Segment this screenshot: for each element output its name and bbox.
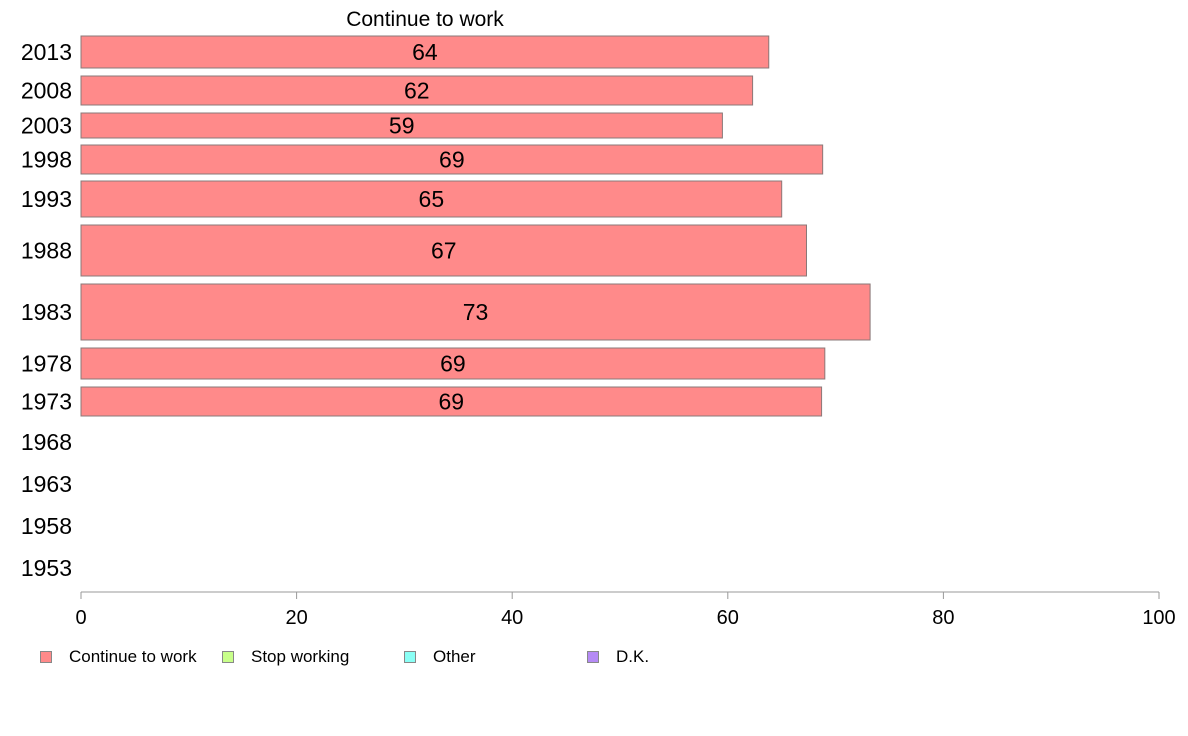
bar-1983	[80, 283, 871, 341]
bar-value-label-2008: 62	[404, 78, 430, 104]
legend-label-dk: D.K.	[616, 647, 650, 666]
bar-value-label-1993: 65	[419, 186, 445, 212]
bar-value-label-1988: 67	[431, 238, 457, 264]
bar-value-label-2003: 59	[389, 113, 415, 139]
y-tick-label-1983: 1983	[21, 299, 72, 325]
bar-1998	[80, 144, 824, 175]
bar-2008	[80, 75, 754, 106]
bar-value-label-2013: 64	[412, 39, 438, 65]
legend-item-continue-to-work: Continue to work	[40, 646, 197, 668]
legend-item-other: Other	[404, 646, 476, 668]
y-axis-labels: 2013 2008 2003 1998 1993 1988 1983 1978 1973 1968…	[21, 39, 72, 581]
legend-swatch-continue-to-work	[40, 651, 52, 663]
legend-swatch-stop-working	[222, 651, 234, 663]
x-tick-label-80: 80	[932, 607, 954, 629]
y-tick-label-1968: 1968	[21, 429, 72, 455]
y-tick-label-1963: 1963	[21, 471, 72, 497]
y-tick-label-1953: 1953	[21, 555, 72, 581]
y-tick-label-1958: 1958	[21, 513, 72, 539]
bars-layer: 64 62 59 69 65 67 73 69 69	[80, 35, 871, 417]
bar-2003	[80, 112, 723, 139]
bar-1988	[80, 224, 807, 277]
chart-title: Continue to work	[346, 8, 504, 31]
legend-label-continue-to-work: Continue to work	[69, 647, 197, 666]
y-tick-label-2013: 2013	[21, 39, 72, 65]
legend-swatch-dk	[587, 651, 599, 663]
x-tick-label-20: 20	[285, 607, 307, 629]
x-tick-label-100: 100	[1142, 607, 1175, 629]
bar-value-label-1978: 69	[440, 351, 466, 377]
y-tick-label-1998: 1998	[21, 147, 72, 173]
x-axis: 0 20 40 60 80 100	[75, 591, 1176, 629]
legend-label-other: Other	[433, 647, 476, 666]
bar-2013	[80, 35, 770, 69]
x-tick-label-60: 60	[717, 607, 739, 629]
x-tick-label-40: 40	[501, 607, 523, 629]
x-tick-label-0: 0	[75, 607, 86, 629]
bar-value-label-1983: 73	[463, 299, 489, 325]
y-tick-label-2008: 2008	[21, 78, 72, 104]
bar-value-label-1973: 69	[438, 389, 464, 415]
legend-label-stop-working: Stop working	[251, 647, 350, 666]
bar-value-label-1998: 69	[439, 147, 465, 173]
y-tick-label-1973: 1973	[21, 389, 72, 415]
bar-1978	[80, 347, 826, 380]
legend-item-dk: D.K.	[587, 646, 649, 668]
legend: Continue to work Stop working Other D.K.	[40, 646, 1140, 668]
y-tick-label-1993: 1993	[21, 186, 72, 212]
y-tick-label-1978: 1978	[21, 351, 72, 377]
y-tick-label-1988: 1988	[21, 238, 72, 264]
bar-1973	[80, 386, 823, 417]
y-tick-label-2003: 2003	[21, 113, 72, 139]
legend-item-stop-working: Stop working	[222, 646, 349, 668]
legend-swatch-other	[404, 651, 416, 663]
bar-1993	[80, 180, 783, 218]
